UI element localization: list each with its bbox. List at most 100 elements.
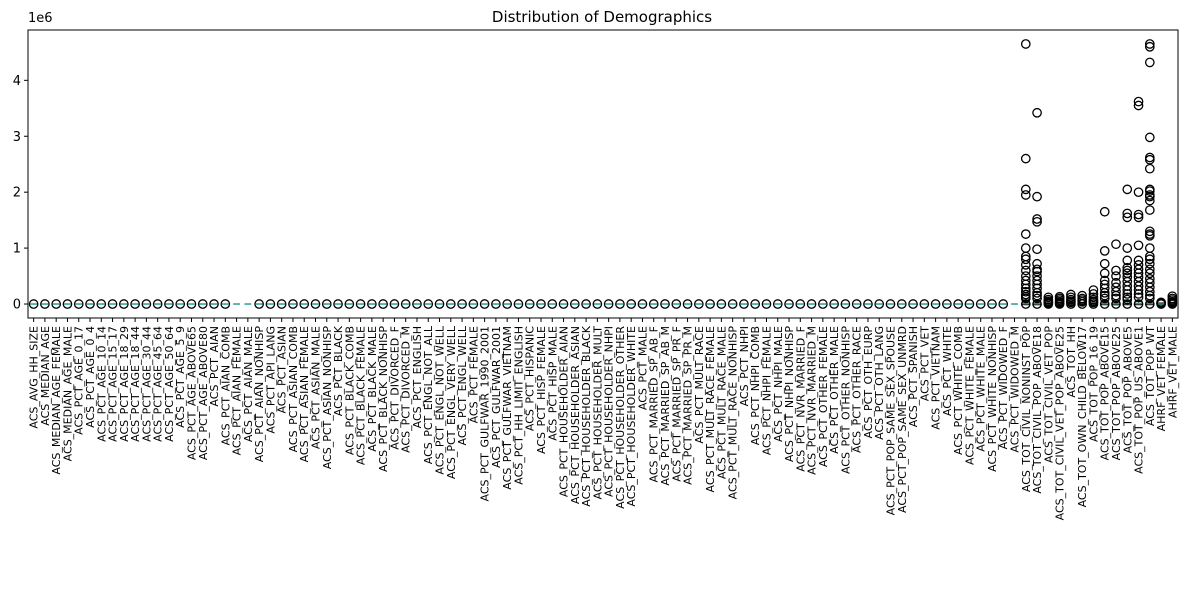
x-tick-label: ACS_MEDIAN_AGE_MALE [61,326,74,461]
x-tick-label: ACS_PCT_WIDOWED_M [1009,326,1022,453]
outlier-point [1144,132,1155,143]
outlier-point [874,299,885,309]
outlier-point [344,299,355,309]
outlier-point [615,299,625,309]
outlier-point [975,299,986,309]
outlier-point [1020,184,1031,195]
outlier-point [1122,265,1133,276]
x-tick-label: ACS_PCT_HOUSEHOLDER_ASIAN [569,326,582,504]
x-tick-label: ACS_PCT_ENGL_WELL [456,325,469,445]
x-tick-label: ACS_TOT_CIVIL_VET_POP [1042,326,1055,463]
x-tick-label: ACS_PCT_AGE_ABOVE80 [197,326,210,460]
outlier-point [1133,187,1144,198]
x-tick-label: ACS_PCT_AGE_10_14 [95,326,108,442]
x-tick-label: ACS_TOT_POP_US_ABOVE1 [1133,326,1146,474]
x-tick-label: ACS_PCT_MULT_RACE_FEMALE [704,326,717,492]
outlier-point [367,299,377,309]
outlier-point [1122,184,1133,195]
outlier-point [1133,285,1144,295]
x-tick-label: ACS_PCT_WHITE_FEMALE [963,326,976,465]
outlier-point [400,299,411,309]
outlier-point [863,299,873,309]
outlier-point [96,299,107,309]
x-tick-label: ACS_PCT_AIAN_COMB [219,326,232,445]
outlier-point [1043,299,1054,309]
outlier-point [716,299,727,309]
x-tick-label: ACS_PCT_VIETNAM [930,326,943,430]
x-tick-label: ACS_PCT_GULFWAR_2001 [490,326,503,468]
x-tick-label: ACS_PCT_AGE_50_64 [163,326,176,442]
axes-frame [27,29,1179,319]
outlier-point [592,299,603,309]
x-tick-label: ACS_PCT_HOUSEHOLDER_AIAN [558,326,571,497]
outlier-point [761,299,772,309]
outlier-point [1111,299,1121,309]
x-tick-label: ACS_PCT_ASIAN_NONHISP [321,326,334,470]
x-tick-label: ACS_PCT_NHPI_MALE [772,326,785,442]
x-tick-label: ACS_PCT_WIDOWED_F [997,326,1010,449]
outlier-point [85,299,95,309]
outlier-point [536,299,546,309]
outlier-point [1133,96,1144,107]
outlier-point [1020,286,1031,297]
outlier-point [987,299,997,309]
outlier-point [220,299,231,309]
x-tick-label: ACS_PCT_AIAN_NONHISP [253,326,266,463]
outlier-point [1032,191,1042,202]
outlier-point [1167,299,1178,309]
outlier-point [1122,289,1133,299]
outlier-point [569,299,580,309]
outlier-point [750,299,761,309]
x-tick-label: ACS_PCT_AGE_0_4 [84,326,97,428]
x-tick-label: ACS_PCT_AIAN_MALE [242,326,255,442]
outlier-point [1032,216,1042,227]
outlier-point [1032,214,1042,224]
outlier-point [1020,229,1031,239]
outlier-point [1133,292,1144,303]
outlier-point [908,299,918,309]
x-tick-label: ACS_AVG_HH_SIZE [28,326,41,429]
x-tick-label: ACS_PCT_HOUSEHOLDER_BLACK [580,325,593,507]
outlier-point [1133,209,1144,220]
outlier-point [1122,208,1133,219]
outlier-point [288,299,298,309]
x-tick-label: ACS_MEDIAN_AGE [39,326,52,426]
x-tick-label: ACS_PCT_DIVORCED_F [388,326,401,450]
x-tick-label: ACS_PCT_AGE_30_44 [140,326,153,442]
outlier-point [1099,299,1110,309]
x-tick-label: ACS_PCT_MULT_RACE [693,326,706,444]
outlier-point [1144,41,1155,52]
outlier-point [964,299,975,309]
outlier-point [1122,255,1133,266]
x-tick-label: ACS_PCT_AIAN [208,326,221,407]
x-tick-label: ACS_PCT_AGE_0_17 [73,326,86,435]
outlier-point [1122,285,1133,295]
outlier-point [73,299,84,309]
outlier-point [1122,243,1133,253]
outlier-point [1077,299,1088,309]
outlier-point [1122,294,1133,305]
x-tick-label: ACS_PCT_POP_SAME_SEX_UNMRD [896,326,909,513]
outlier-point [130,299,140,309]
outlier-point [603,299,614,309]
outlier-point [209,299,219,309]
x-tick-label: ACS_TOT_CIVIL_VET_POP_ABOVE25 [1054,326,1067,520]
x-tick-label: ACS_TOT_POP_16_19 [1087,326,1100,442]
outlier-point [1144,293,1155,304]
outlier-point [1144,186,1155,196]
outlier-point [1122,299,1133,309]
outlier-point [1020,279,1031,290]
x-tick-label: ACS_PCT_AGE_5_9 [174,326,187,428]
outlier-point [1144,243,1155,253]
outlier-point [795,299,806,309]
x-tick-label: ACS_PCT_WHITE_MALE [975,326,988,452]
outlier-point [310,299,321,309]
x-tick-label: AHRF_VET_FEMALE [1155,326,1168,431]
x-tick-label: ACS_PCT_NVR_MARRIED_M [806,326,819,475]
outlier-point [1133,289,1144,299]
outlier-point [299,299,310,309]
x-tick-label: ACS_PCT_NHPI [738,326,751,406]
outlier-point [1099,287,1110,298]
x-tick-label: ACS_PCT_NHPI_COMB [749,326,762,445]
outlier-point [502,299,513,309]
